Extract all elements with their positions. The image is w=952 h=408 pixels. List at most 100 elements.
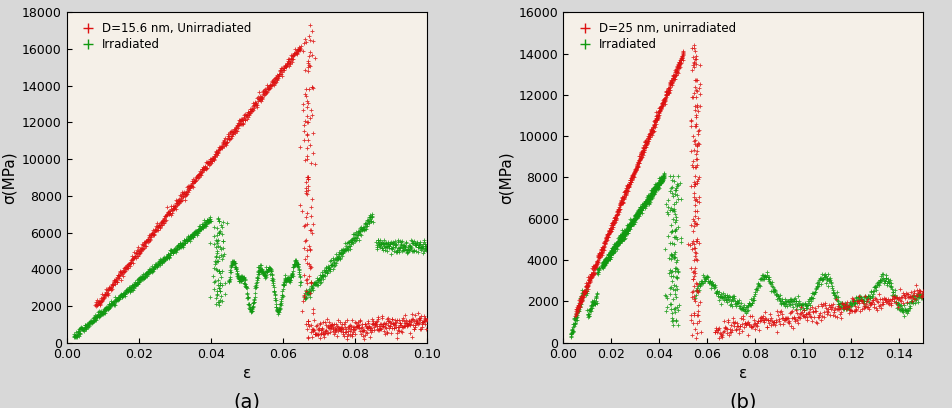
- Point: [744, 322, 759, 329]
- Point: [574, 293, 589, 299]
- Point: [97, 292, 112, 299]
- Point: [624, 179, 639, 186]
- Point: [642, 134, 657, 140]
- Point: [599, 234, 614, 241]
- Point: [573, 296, 588, 302]
- Point: [294, 308, 309, 314]
- Point: [248, 284, 264, 290]
- Point: [369, 317, 385, 324]
- Point: [666, 240, 682, 247]
- Point: [410, 321, 426, 327]
- Point: [579, 282, 594, 289]
- Point: [626, 170, 642, 176]
- Point: [383, 323, 398, 330]
- Point: [827, 313, 843, 319]
- Point: [630, 212, 645, 218]
- Point: [836, 304, 851, 310]
- Point: [625, 172, 641, 179]
- Point: [810, 302, 825, 309]
- Point: [177, 239, 192, 246]
- Point: [410, 249, 426, 255]
- Point: [208, 149, 224, 155]
- Point: [756, 274, 771, 281]
- Point: [647, 119, 663, 126]
- Point: [818, 302, 833, 308]
- Point: [686, 190, 702, 197]
- Point: [614, 199, 629, 206]
- Point: [144, 234, 159, 241]
- Point: [223, 268, 238, 275]
- Point: [625, 176, 640, 182]
- Point: [696, 272, 711, 278]
- Point: [630, 161, 645, 168]
- Point: [568, 310, 584, 316]
- Point: [160, 211, 175, 217]
- Point: [197, 164, 212, 171]
- Point: [892, 303, 907, 310]
- Point: [315, 272, 330, 278]
- Point: [393, 321, 408, 328]
- Point: [665, 207, 681, 213]
- Point: [769, 328, 784, 335]
- Point: [201, 160, 216, 166]
- Point: [273, 300, 288, 306]
- Point: [253, 266, 268, 273]
- Point: [271, 73, 287, 79]
- Point: [569, 306, 585, 312]
- Point: [668, 72, 684, 79]
- Point: [717, 328, 732, 334]
- Point: [645, 129, 661, 135]
- Point: [155, 256, 170, 263]
- Point: [687, 173, 703, 180]
- Point: [672, 60, 687, 67]
- Point: [72, 326, 88, 333]
- Point: [889, 299, 904, 306]
- Point: [195, 225, 210, 231]
- Point: [646, 122, 662, 129]
- Point: [647, 189, 663, 195]
- Point: [162, 252, 177, 258]
- Point: [185, 183, 200, 190]
- Point: [233, 277, 248, 284]
- Point: [833, 300, 848, 307]
- Point: [664, 78, 679, 85]
- Point: [402, 317, 417, 324]
- Point: [276, 282, 291, 288]
- Point: [70, 326, 86, 333]
- Point: [93, 295, 109, 302]
- Point: [648, 184, 664, 191]
- Point: [417, 318, 432, 324]
- Point: [697, 274, 712, 280]
- Point: [733, 315, 748, 321]
- Point: [675, 53, 690, 59]
- Point: [638, 202, 653, 209]
- Point: [418, 315, 433, 322]
- Point: [622, 222, 637, 228]
- Point: [664, 284, 679, 290]
- Point: [657, 98, 672, 104]
- Point: [97, 306, 112, 313]
- Point: [623, 177, 638, 184]
- Point: [630, 159, 645, 166]
- Point: [252, 93, 268, 100]
- Point: [823, 276, 838, 283]
- Point: [727, 301, 743, 308]
- Point: [715, 328, 730, 335]
- Point: [747, 289, 763, 295]
- Point: [345, 330, 360, 337]
- Point: [366, 319, 381, 326]
- Point: [274, 64, 289, 71]
- Point: [248, 100, 263, 106]
- Point: [911, 288, 926, 295]
- Point: [377, 330, 392, 337]
- Point: [363, 327, 378, 334]
- Point: [666, 282, 682, 288]
- Point: [910, 293, 925, 300]
- Point: [665, 75, 681, 82]
- Point: [310, 277, 326, 284]
- Point: [567, 320, 583, 327]
- Point: [295, 47, 310, 54]
- X-axis label: ε: ε: [243, 366, 250, 381]
- Point: [176, 239, 191, 246]
- Point: [896, 291, 911, 298]
